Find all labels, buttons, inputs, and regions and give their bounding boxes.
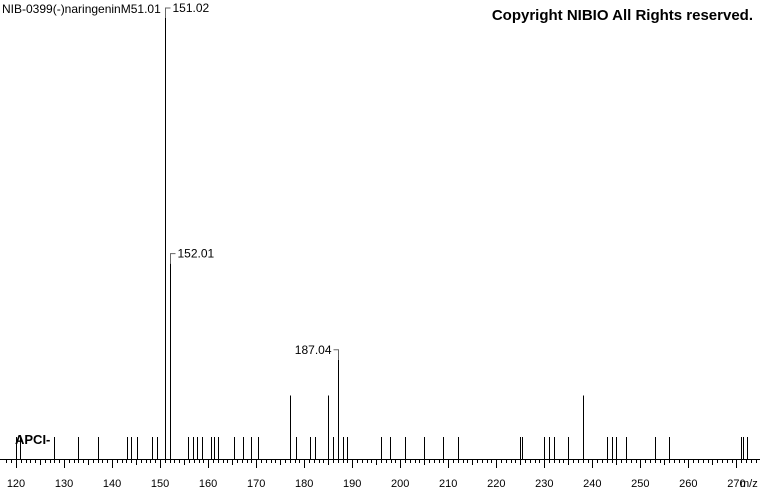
x-tick-label-260: 260	[679, 478, 697, 490]
peak-label-bracket-29	[333, 349, 339, 360]
peak-label-layer: 151.02 152.01 187.04	[165, 1, 339, 360]
peak-label-29: 187.04	[295, 343, 332, 357]
x-tick-label-220: 220	[487, 478, 505, 490]
x-axis-tick-labels: 120 130 140 150 160 170 180 190 200 210 220 230 240 2…	[7, 478, 746, 490]
x-tick-label-240: 240	[583, 478, 601, 490]
x-tick-label-120: 120	[7, 478, 25, 490]
ionization-mode-label: APCI-	[15, 432, 50, 447]
x-tick-label-140: 140	[103, 478, 121, 490]
spectrum-title: NIB-0399(-)naringeninM51.01	[2, 2, 161, 16]
x-tick-label-200: 200	[391, 478, 409, 490]
peak-label-bracket-11	[170, 253, 176, 264]
peak-label-10: 151.02	[173, 1, 210, 15]
peak-layer	[16, 18, 748, 459]
x-tick-label-230: 230	[535, 478, 553, 490]
x-tick-label-130: 130	[55, 478, 73, 490]
x-tick-label-250: 250	[631, 478, 649, 490]
x-axis-ticks	[6, 460, 757, 468]
x-tick-label-170: 170	[247, 478, 265, 490]
copyright-notice: Copyright NIBIO All Rights reserved.	[492, 7, 753, 24]
x-tick-label-160: 160	[199, 478, 217, 490]
x-tick-label-270: 270	[727, 478, 745, 490]
x-tick-label-210: 210	[439, 478, 457, 490]
x-tick-label-150: 150	[151, 478, 169, 490]
peak-label-bracket-10	[165, 7, 171, 18]
x-tick-label-190: 190	[343, 478, 361, 490]
x-axis-unit-label: m/z	[740, 478, 758, 490]
peak-label-11: 152.01	[178, 247, 215, 261]
x-tick-label-180: 180	[295, 478, 313, 490]
